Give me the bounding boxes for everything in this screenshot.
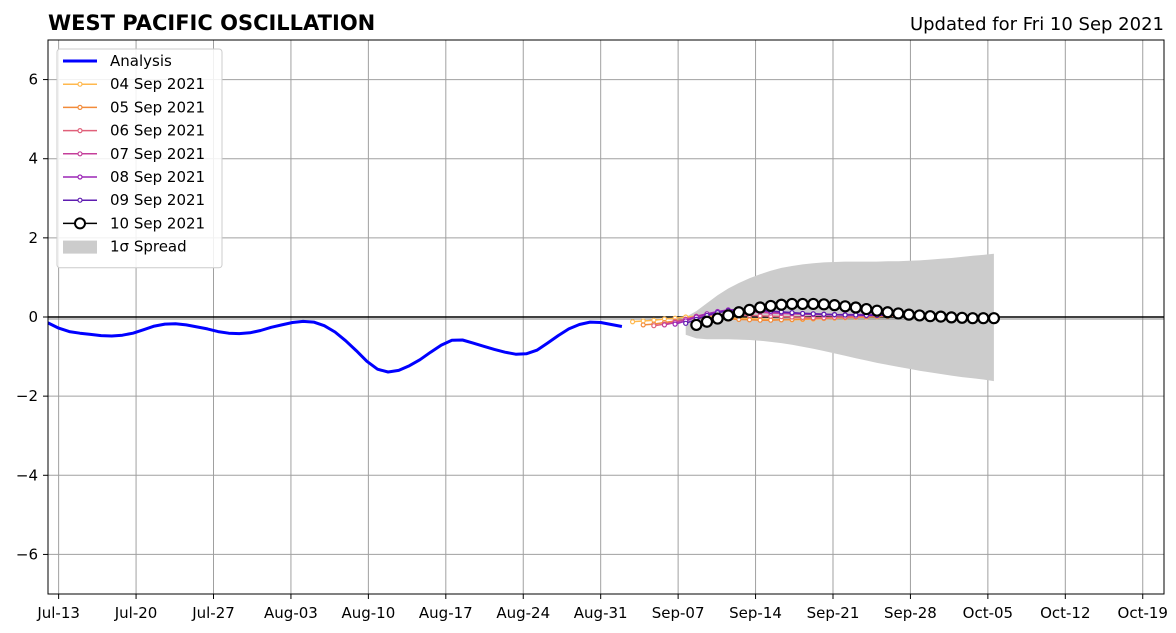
y-tick-label: −4 [16, 466, 38, 484]
forecast-marker [807, 297, 820, 311]
forecast-marker [711, 312, 724, 325]
legend-label: 1σ Spread [110, 238, 187, 256]
forecast-marker [831, 312, 838, 318]
forecast-marker [732, 306, 745, 319]
legend: Analysis 04 Sep 2021 05 Sep 2021 06 Sep 202… [56, 48, 223, 269]
forecast-marker [743, 303, 756, 316]
x-tick-label: Oct-12 [1040, 604, 1090, 622]
forecast-marker [945, 311, 958, 324]
legend-marker [77, 81, 83, 87]
forecast-marker [700, 315, 714, 328]
legend-label: 06 Sep 2021 [110, 122, 205, 140]
forecast-marker [828, 299, 841, 312]
forecast-marker [661, 322, 668, 328]
legend-swatch [63, 240, 97, 254]
forecast-marker [860, 302, 873, 316]
chart-title: WEST PACIFIC OSCILLATION [48, 11, 375, 35]
x-tick-label: Sep-28 [884, 604, 937, 622]
forecast-marker [934, 310, 947, 323]
x-tick-label: Sep-14 [729, 604, 782, 622]
y-tick-label: 0 [28, 308, 38, 326]
forecast-marker [757, 317, 763, 323]
x-tick-label: Sep-21 [807, 604, 860, 622]
legend-marker [74, 217, 86, 230]
x-tick-label: Jul-27 [191, 604, 235, 622]
analysis-line [47, 319, 623, 374]
forecast-marker [789, 310, 795, 316]
legend-label: 10 Sep 2021 [110, 214, 205, 232]
forecast-marker [810, 311, 816, 317]
forecast-marker [924, 310, 937, 323]
legend-marker [77, 197, 83, 203]
forecast-marker [966, 312, 979, 325]
x-tick-label: Sep-07 [652, 604, 705, 622]
x-tick-label: Aug-10 [341, 604, 395, 622]
x-tick-label: Aug-17 [419, 604, 473, 622]
forecast-marker [796, 297, 809, 311]
legend-label: 07 Sep 2021 [110, 145, 205, 163]
forecast-marker [902, 308, 916, 321]
forecast-marker [775, 298, 788, 311]
forecast-marker [849, 301, 862, 314]
forecast-marker [870, 304, 884, 317]
y-tick-label: 6 [28, 71, 38, 89]
legend-marker [77, 104, 83, 111]
y-tick-label: 2 [28, 229, 38, 247]
x-tick-label: Aug-24 [496, 604, 550, 622]
forecast-marker [746, 317, 753, 323]
x-tick-label: Jul-13 [36, 604, 80, 622]
x-tick-label: Oct-19 [1118, 604, 1168, 622]
axes: Jul-13 Jul-20 Jul-27 Aug-03 Aug-10 Aug-17 Aug-… [16, 71, 1168, 622]
forecast-marker [640, 322, 646, 328]
x-tick-label: Oct-05 [963, 604, 1013, 622]
y-tick-label: −2 [16, 387, 38, 405]
forecast-marker [977, 312, 990, 325]
forecast-marker [651, 323, 657, 329]
analysis-line-layer [47, 319, 623, 374]
legend-label: Analysis [110, 52, 172, 70]
legend-marker [77, 151, 83, 157]
chart-subtitle: Updated for Fri 10 Sep 2021 [910, 14, 1164, 35]
legend-box [56, 48, 223, 269]
forecast-marker [913, 309, 926, 322]
forecast-marker [821, 311, 827, 317]
x-tick-label: Aug-31 [574, 604, 628, 622]
forecast-marker [892, 307, 905, 320]
legend-label: 09 Sep 2021 [110, 191, 205, 209]
forecast-marker [629, 319, 636, 325]
forecast-marker [754, 301, 767, 314]
forecast-marker [853, 312, 859, 318]
forecast-marker [690, 318, 703, 332]
forecast-marker [842, 312, 848, 318]
forecast-marker [987, 312, 1001, 325]
forecast-marker [955, 311, 969, 324]
legend-marker [77, 174, 83, 180]
legend-label: 08 Sep 2021 [110, 168, 205, 186]
forecast-lines-layer [629, 297, 1001, 332]
x-tick-label: Aug-03 [264, 604, 318, 622]
y-tick-label: −6 [16, 545, 38, 563]
forecast-series [690, 297, 1001, 332]
legend-label: 04 Sep 2021 [110, 75, 205, 93]
forecast-marker [839, 300, 852, 313]
forecast-marker [683, 320, 689, 326]
y-tick-label: 4 [28, 150, 38, 168]
forecast-marker [764, 299, 777, 313]
x-tick-label: Jul-20 [114, 604, 158, 622]
forecast-marker [881, 306, 894, 319]
legend-marker [77, 128, 83, 134]
forecast-marker [800, 310, 806, 317]
legend-label: 05 Sep 2021 [110, 98, 205, 116]
forecast-marker [817, 298, 830, 311]
forecast-marker [672, 321, 678, 327]
forecast-marker [785, 297, 799, 311]
forecast-marker [722, 309, 735, 322]
